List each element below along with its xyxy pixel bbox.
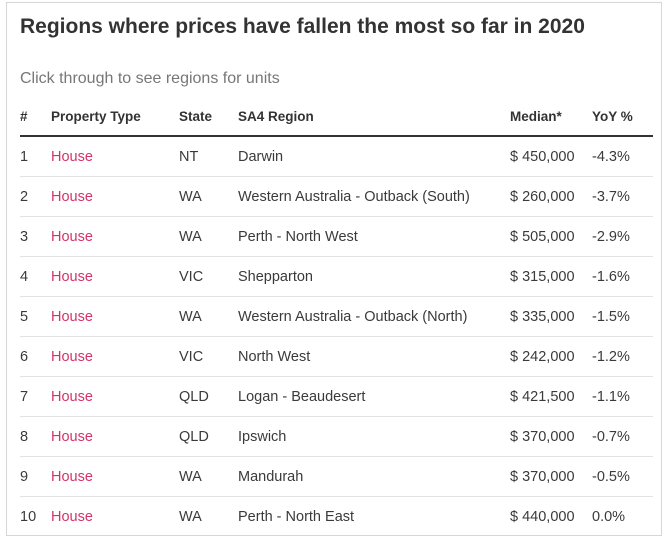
yoy-cell: -1.6% — [592, 256, 653, 297]
region-cell: Darwin — [238, 136, 510, 177]
state-cell: WA — [179, 216, 238, 257]
page-title: Regions where prices have fallen the mos… — [20, 15, 585, 38]
yoy-cell: -2.9% — [592, 216, 653, 257]
property-type-cell: House — [51, 136, 179, 177]
region-cell: Perth - North East — [238, 508, 355, 525]
column-header-property-type: Property Type — [51, 97, 179, 137]
page-subtitle: Click through to see regions for units — [20, 70, 280, 87]
state-cell: WA — [179, 456, 238, 497]
median-cell: $ 335,000 — [510, 296, 592, 337]
rank-cell: 1 — [20, 136, 51, 177]
rank-cell: 5 — [20, 296, 51, 337]
table-body: 1 House NT Darwin $ 450,000 -4.3% 2 House WA West… — [20, 136, 653, 536]
median-cell: $ 242,000 — [510, 336, 592, 377]
property-type-link[interactable]: House — [51, 428, 93, 445]
property-type-cell: House — [51, 497, 179, 537]
table-row: 4 House VIC Shepparton $ 315,000 -1.6% — [20, 256, 653, 297]
state-cell: WA — [179, 508, 202, 525]
column-header-state: State — [179, 97, 238, 137]
rank-cell: 6 — [20, 336, 51, 377]
yoy-cell: -0.7% — [592, 416, 653, 457]
property-type-link[interactable]: House — [51, 308, 93, 325]
median-cell: $ 440,000 — [510, 508, 575, 525]
column-header-region: SA4 Region — [238, 97, 510, 137]
median-cell: $ 505,000 — [510, 216, 592, 257]
median-cell: $ 260,000 — [510, 176, 592, 217]
column-header-yoy: YoY % — [592, 97, 653, 137]
property-type-cell: House — [51, 216, 179, 257]
region-cell: North West — [238, 336, 510, 377]
region-cell: Shepparton — [238, 256, 510, 297]
median-cell: $ 450,000 — [510, 136, 592, 177]
yoy-cell: 0.0% — [592, 508, 626, 525]
rank-cell: 2 — [20, 176, 51, 217]
median-cell: $ 370,000 — [510, 456, 592, 497]
rank-cell: 10 — [20, 508, 37, 525]
table-row: 10 House WA Perth - North East $ 440,000 0.0% — [20, 497, 653, 537]
property-type-link[interactable]: House — [51, 188, 93, 205]
column-header-median: Median* — [510, 97, 592, 137]
property-type-link[interactable]: House — [51, 508, 93, 525]
yoy-cell: -0.5% — [592, 456, 653, 497]
state-cell: QLD — [179, 416, 238, 457]
property-type-link[interactable]: House — [51, 268, 93, 285]
table-row: 1 House NT Darwin $ 450,000 -4.3% — [20, 136, 653, 177]
property-type-link[interactable]: House — [51, 348, 93, 365]
yoy-cell: -1.2% — [592, 336, 653, 377]
property-type-cell: House — [51, 256, 179, 297]
property-type-link[interactable]: House — [51, 388, 93, 405]
property-type-cell: House — [51, 416, 179, 457]
table-row: 2 House WA Western Australia - Outback (Sou… — [20, 176, 653, 217]
yoy-cell: -1.1% — [592, 376, 653, 417]
property-type-link[interactable]: House — [51, 468, 93, 485]
table-row: 8 House QLD Ipswich $ 370,000 -0.7% — [20, 416, 653, 457]
table-row: 6 House VIC North West $ 242,000 -1.2% — [20, 336, 653, 377]
yoy-cell: -3.7% — [592, 176, 653, 217]
property-type-cell: House — [51, 176, 179, 217]
state-cell: VIC — [179, 336, 238, 377]
state-cell: WA — [179, 296, 238, 337]
yoy-cell: -1.5% — [592, 296, 653, 337]
table-row: 9 House WA Mandurah $ 370,000 -0.5% — [20, 456, 653, 497]
region-cell: Perth - North West — [238, 216, 510, 257]
state-cell: QLD — [179, 376, 238, 417]
state-cell: WA — [179, 176, 238, 217]
property-type-cell: House — [51, 296, 179, 337]
table-row: 5 House WA Western Australia - Outback (Nor… — [20, 296, 653, 337]
property-type-cell: House — [51, 336, 179, 377]
yoy-cell: -4.3% — [592, 136, 653, 177]
region-cell: Mandurah — [238, 456, 510, 497]
median-cell: $ 315,000 — [510, 256, 592, 297]
table-header-row: # Property Type State SA4 Region Median*… — [20, 97, 653, 137]
rank-cell: 9 — [20, 456, 51, 497]
property-type-link[interactable]: House — [51, 148, 93, 165]
region-cell: Western Australia - Outback (North) — [238, 296, 510, 337]
table-row: 3 House WA Perth - North West $ 505,000 -2.9% — [20, 216, 653, 257]
table-card: Regions where prices have fallen the mos… — [6, 2, 662, 536]
state-cell: VIC — [179, 256, 238, 297]
median-cell: $ 370,000 — [510, 416, 592, 457]
column-header-rank: # — [20, 97, 51, 137]
median-cell: $ 421,500 — [510, 376, 592, 417]
property-type-link[interactable]: House — [51, 228, 93, 245]
property-type-cell: House — [51, 456, 179, 497]
rank-cell: 8 — [20, 416, 51, 457]
state-cell: NT — [179, 136, 238, 177]
rank-cell: 7 — [20, 376, 51, 417]
regions-table: # Property Type State SA4 Region Median*… — [20, 97, 653, 536]
region-cell: Ipswich — [238, 416, 510, 457]
rank-cell: 3 — [20, 216, 51, 257]
rank-cell: 4 — [20, 256, 51, 297]
property-type-cell: House — [51, 376, 179, 417]
table-row: 7 House QLD Logan - Beaudesert $ 421,500 -1.1… — [20, 376, 653, 417]
region-cell: Logan - Beaudesert — [238, 376, 510, 417]
region-cell: Western Australia - Outback (South) — [238, 176, 510, 217]
